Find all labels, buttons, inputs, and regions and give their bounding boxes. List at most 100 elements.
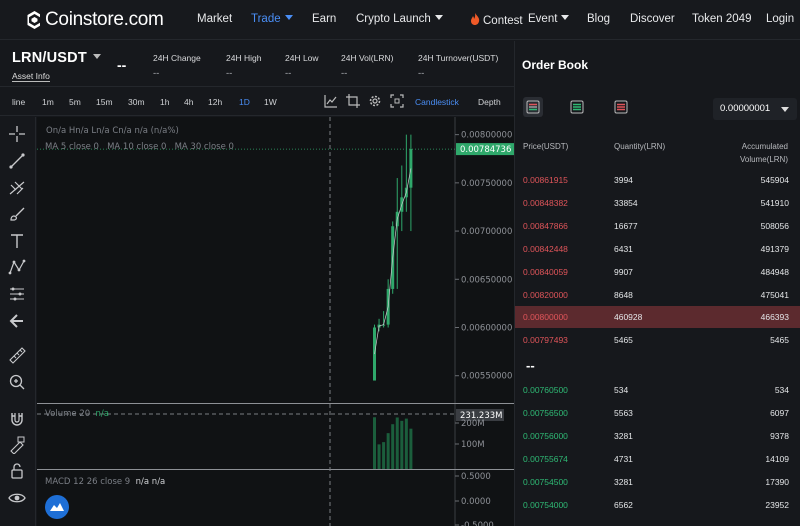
arrow-left-icon[interactable] bbox=[8, 312, 26, 330]
nav-item-blog[interactable]: Blog bbox=[587, 13, 610, 25]
ask-row[interactable]: 0.00861915 3994 545904 bbox=[515, 169, 800, 191]
view-both-button[interactable] bbox=[523, 97, 543, 117]
nav-item-crypto-launch[interactable]: Crypto Launch bbox=[356, 13, 443, 25]
timeframe-5m[interactable]: 5m bbox=[69, 97, 81, 107]
ohlc-legend: On/a Hn/a Ln/a Cn/a n/a (n/a%) bbox=[46, 126, 179, 136]
indicator-icon[interactable] bbox=[324, 94, 338, 108]
row-quantity: 3281 bbox=[614, 430, 633, 441]
chart-canvas[interactable]: 0.00800000 0.00750000 0.00700000 0.00650000… bbox=[37, 117, 514, 526]
bid-row[interactable]: 0.00754500 3281 17390 bbox=[515, 471, 800, 493]
nav-label: Contest bbox=[483, 15, 523, 27]
timeframe-line[interactable]: line bbox=[12, 97, 26, 107]
crosshair-icon[interactable] bbox=[8, 125, 26, 143]
pattern-icon[interactable] bbox=[8, 258, 26, 276]
nav-item-trade[interactable]: Trade bbox=[251, 13, 293, 25]
nav-label: Crypto Launch bbox=[356, 13, 431, 25]
row-total: 14109 bbox=[765, 453, 789, 464]
volume-bar bbox=[382, 442, 386, 469]
crop-icon[interactable] bbox=[346, 94, 360, 108]
brush-icon[interactable] bbox=[8, 205, 26, 223]
row-quantity: 16677 bbox=[614, 220, 638, 231]
volume-bar bbox=[386, 433, 390, 469]
ask-row[interactable]: 0.00848382 33854 541910 bbox=[515, 192, 800, 214]
nav-item-earn[interactable]: Earn bbox=[312, 13, 336, 25]
fib-icon[interactable] bbox=[8, 179, 26, 197]
timeframe-12h[interactable]: 12h bbox=[208, 97, 223, 107]
ask-row[interactable]: 0.00842448 6431 491379 bbox=[515, 238, 800, 260]
drawing-toolbar bbox=[0, 117, 36, 526]
magnet-icon[interactable] bbox=[8, 410, 26, 428]
brand-logo[interactable]: Coinstore.com bbox=[27, 9, 164, 31]
chart-logo-icon bbox=[45, 495, 69, 519]
ask-row[interactable]: 0.00800000 460928 466393 bbox=[515, 306, 800, 329]
nav-item-token-2049[interactable]: Token 2049 bbox=[692, 13, 751, 25]
ma30-label: MA 30 close 0 bbox=[174, 142, 234, 152]
row-price: 0.00840059 bbox=[523, 266, 568, 277]
settings-icon[interactable] bbox=[368, 94, 382, 108]
nav-label: Discover bbox=[630, 13, 675, 25]
nav-label: Market bbox=[197, 13, 233, 25]
volume-value-label: 231.233M bbox=[460, 411, 502, 421]
row-total: 484948 bbox=[760, 266, 789, 277]
timeframe-1w[interactable]: 1W bbox=[264, 97, 277, 107]
zoom-icon[interactable] bbox=[8, 373, 26, 391]
pair-selector[interactable]: LRN/USDT bbox=[12, 50, 101, 66]
nav-item-discover[interactable]: Discover bbox=[630, 13, 675, 25]
stat-value: -- bbox=[226, 68, 233, 79]
row-price: 0.00820000 bbox=[523, 289, 568, 300]
timeframe-30m[interactable]: 30m bbox=[128, 97, 145, 107]
precision-select[interactable]: 0.00000001 bbox=[713, 98, 797, 120]
bid-row[interactable]: 0.00756000 3281 9378 bbox=[515, 425, 800, 447]
timeframe-1h[interactable]: 1h bbox=[160, 97, 170, 107]
ask-row[interactable]: 0.00797493 5465 5465 bbox=[515, 329, 800, 351]
view-bids-button[interactable] bbox=[567, 97, 587, 117]
ask-row[interactable]: 0.00840059 9907 484948 bbox=[515, 261, 800, 283]
order-book: Order Book 0.00000001 Price(USDT) Quanti… bbox=[514, 41, 800, 526]
row-quantity: 534 bbox=[614, 385, 629, 395]
ask-row[interactable]: 0.00847866 16677 508056 bbox=[515, 215, 800, 237]
timeframe-15m[interactable]: 15m bbox=[96, 97, 113, 107]
nav-item-contest[interactable]: Contest bbox=[470, 13, 523, 27]
stat-24h-low: 24H Low -- bbox=[285, 53, 319, 79]
nav-label: Login bbox=[766, 13, 795, 25]
volume-tick-label: 200M bbox=[461, 419, 485, 429]
row-quantity: 6431 bbox=[614, 243, 633, 254]
lock-icon[interactable] bbox=[8, 462, 26, 480]
bid-row[interactable]: 0.00755674 4731 14109 bbox=[515, 448, 800, 470]
price-chart[interactable]: 0.00800000 0.00750000 0.00700000 0.00650000… bbox=[37, 117, 514, 526]
measure-icon[interactable] bbox=[8, 285, 26, 303]
stat-label: 24H Change bbox=[153, 53, 201, 63]
row-quantity: 460928 bbox=[614, 312, 643, 323]
tab-depth[interactable]: Depth bbox=[478, 97, 501, 107]
row-total: 23952 bbox=[765, 499, 789, 510]
ruler-icon[interactable] bbox=[8, 346, 26, 364]
header-quantity: Quantity(LRN) bbox=[614, 142, 666, 151]
ma5-label: MA 5 close 0 bbox=[45, 142, 99, 152]
timeframe-1m[interactable]: 1m bbox=[42, 97, 54, 107]
asset-info-link[interactable]: Asset Info bbox=[12, 71, 50, 82]
row-total: 5465 bbox=[770, 335, 789, 346]
timeframe-1d[interactable]: 1D bbox=[239, 97, 250, 107]
bid-row[interactable]: 0.00756500 5563 6097 bbox=[515, 402, 800, 424]
bid-row[interactable]: 0.00760500 534 534 bbox=[515, 379, 800, 401]
timeframe-4h[interactable]: 4h bbox=[184, 97, 194, 107]
top-nav: Coinstore.com Market Trade Earn Crypto Laun… bbox=[0, 0, 800, 40]
ma-line bbox=[374, 168, 412, 355]
text-icon[interactable] bbox=[8, 232, 26, 250]
lock-drawing-icon[interactable] bbox=[8, 436, 26, 454]
volume-bar bbox=[373, 417, 376, 469]
chevron-down-icon bbox=[434, 15, 443, 20]
trend-line-icon[interactable] bbox=[8, 152, 26, 170]
eye-icon[interactable] bbox=[8, 489, 26, 507]
ask-row[interactable]: 0.00820000 8648 475041 bbox=[515, 284, 800, 306]
fullscreen-icon[interactable] bbox=[390, 94, 404, 108]
nav-item-login[interactable]: Login bbox=[766, 13, 794, 25]
tab-candlestick[interactable]: Candlestick bbox=[415, 97, 459, 107]
bid-row[interactable]: 0.00754000 6562 23952 bbox=[515, 494, 800, 516]
volume-bar bbox=[377, 444, 381, 469]
row-price: 0.00847866 bbox=[523, 220, 568, 231]
nav-item-market[interactable]: Market bbox=[197, 13, 232, 25]
view-asks-button[interactable] bbox=[611, 97, 631, 117]
row-price: 0.00842448 bbox=[523, 243, 568, 254]
nav-item-event[interactable]: Event bbox=[528, 13, 570, 25]
